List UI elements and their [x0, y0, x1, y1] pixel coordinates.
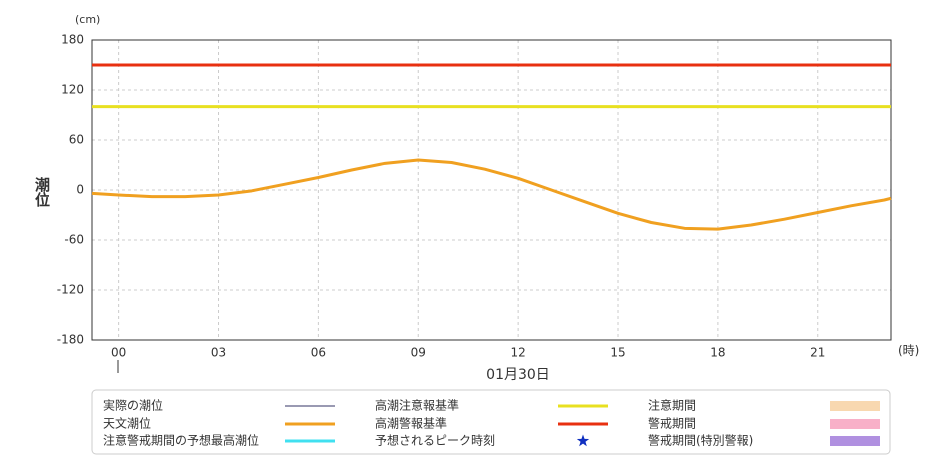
legend-label: 実際の潮位	[103, 398, 163, 413]
x-tick-label: 06	[311, 346, 326, 360]
y-tick-label: -180	[57, 333, 84, 347]
legend-label: 天文潮位	[103, 416, 151, 431]
x-tick-label: 09	[411, 346, 426, 360]
x-tick-label: 12	[510, 346, 525, 360]
y-tick-label: 0	[76, 183, 84, 197]
legend-swatch	[576, 434, 590, 447]
x-tick-label: 15	[610, 346, 625, 360]
y-unit: (cm)	[75, 13, 100, 26]
legend-swatch	[830, 419, 880, 429]
y-tick-label: -60	[64, 233, 84, 247]
x-tick-label: 21	[810, 346, 825, 360]
date-label: 01月30日	[486, 367, 550, 383]
y-tick-label: 60	[69, 133, 84, 147]
y-tick-label: 120	[61, 83, 84, 97]
x-tick-label: 03	[211, 346, 226, 360]
legend-label: 注意警戒期間の予想最高潮位	[103, 433, 259, 448]
x-unit: (時)	[898, 344, 919, 358]
y-label: 潮位	[33, 176, 51, 207]
legend-swatch	[830, 436, 880, 446]
legend-label: 予想されるピーク時刻	[375, 433, 495, 448]
y-tick-label: -120	[57, 283, 84, 297]
legend-label: 警戒期間(特別警報)	[648, 433, 753, 448]
x-tick-label: 18	[710, 346, 725, 360]
legend-label: 高潮注意報基準	[375, 398, 459, 413]
legend-swatch	[830, 401, 880, 411]
legend-label: 高潮警報基準	[375, 416, 447, 431]
legend-label: 注意期間	[648, 398, 696, 413]
x-tick-label: 00	[111, 346, 126, 360]
plot-frame	[91, 39, 892, 341]
tide-line	[91, 158, 892, 231]
y-tick-label: 180	[61, 33, 84, 47]
legend-label: 警戒期間	[648, 416, 696, 431]
